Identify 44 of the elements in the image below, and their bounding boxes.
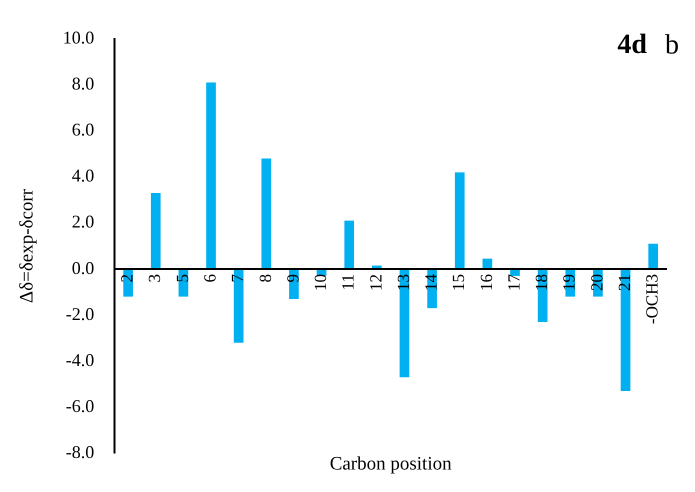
x-tick-label: 16 <box>476 274 496 292</box>
y-tick-label: 8.0 <box>72 74 94 94</box>
y-tick-label: 10.0 <box>62 28 94 48</box>
y-tick-label: 6.0 <box>72 120 94 140</box>
bar <box>206 82 216 270</box>
y-tick-label: -6.0 <box>66 396 94 416</box>
y-tick-label: -2.0 <box>66 304 94 324</box>
bar <box>261 158 272 270</box>
bar <box>482 258 492 270</box>
x-tick-label: 3 <box>145 274 164 283</box>
x-tick-label: 10 <box>311 274 330 292</box>
x-tick-label: 13 <box>394 274 413 292</box>
bar <box>344 220 354 270</box>
x-tick-label: 14 <box>422 274 441 292</box>
x-tick-label: 2 <box>118 274 137 283</box>
x-tick-label: 21 <box>615 274 634 292</box>
annotation: b <box>665 29 679 60</box>
bar <box>620 269 630 392</box>
bar <box>150 193 161 270</box>
y-tick-label: -8.0 <box>66 442 94 462</box>
chart-title: 4d <box>617 29 648 60</box>
bar <box>648 244 658 270</box>
x-tick-label: 20 <box>587 274 606 292</box>
x-tick-label: 9 <box>283 274 302 283</box>
x-axis-title: Carbon position <box>330 454 452 475</box>
x-tick-label: -OCH3 <box>642 274 662 324</box>
x-tick-label: 7 <box>228 274 248 283</box>
x-tick-label: 15 <box>449 274 468 292</box>
x-tick-label: 6 <box>200 274 220 283</box>
x-tick-label: 12 <box>366 274 386 292</box>
y-tick-label: 0.0 <box>72 258 94 278</box>
bar <box>454 172 465 270</box>
y-tick-label: 4.0 <box>72 166 94 186</box>
y-tick-label: 2.0 <box>72 212 94 232</box>
x-tick-label: 5 <box>172 274 192 283</box>
x-tick-label: 19 <box>560 274 579 292</box>
x-tick-label: 11 <box>338 274 358 290</box>
x-tick-label: 8 <box>256 274 275 283</box>
bar <box>400 269 410 378</box>
y-tick-label: -4.0 <box>66 350 94 370</box>
bar <box>234 269 244 343</box>
y-axis-title: Δδ=δexp-δcorr <box>16 188 38 304</box>
x-tick-label: 18 <box>532 274 552 292</box>
x-tick-label: 17 <box>504 274 524 292</box>
